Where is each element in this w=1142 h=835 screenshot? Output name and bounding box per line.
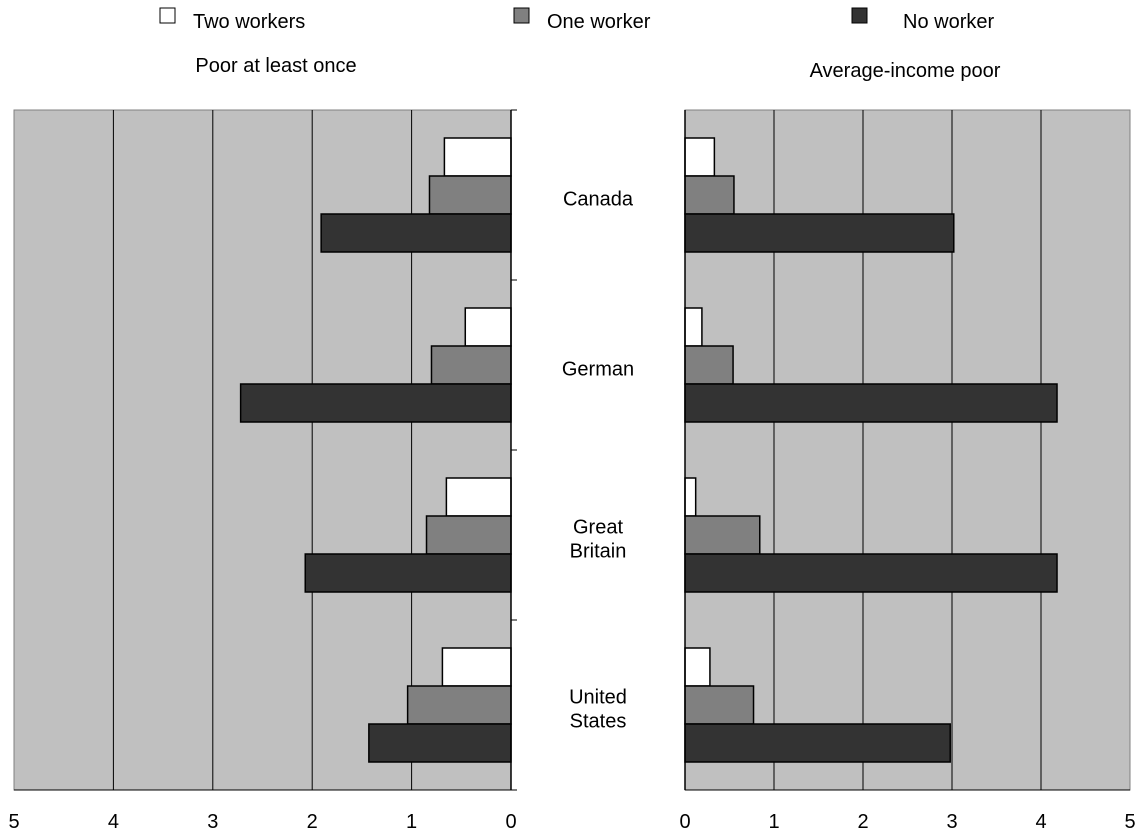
right-bar-united-states-two-workers (684, 647, 711, 687)
left-x-tick-3: 3 (207, 811, 218, 833)
left-bar-united-states-two-workers (441, 647, 512, 687)
right-x-tick-0: 0 (679, 811, 690, 833)
right-bar-german-two-workers (684, 307, 703, 347)
legend-item-no-worker: No worker (851, 7, 994, 33)
right-bar-canada-one-worker (684, 175, 735, 215)
category-label-german-line-0: German (562, 358, 634, 380)
left-bar-great-britain-two-workers (445, 477, 512, 517)
legend-item-two-workers: Two workers (159, 7, 305, 33)
right-bar-canada-two-workers (684, 137, 716, 177)
legend-swatch-two-workers (159, 7, 176, 24)
left-x-tick-4: 4 (108, 811, 119, 833)
right-bar-german-one-worker (684, 345, 734, 385)
legend-item-one-worker: One worker (513, 7, 651, 33)
left-category-ticks (511, 109, 517, 791)
left-bar-united-states-one-worker (406, 685, 512, 725)
right-bar-great-britain-one-worker (684, 515, 761, 555)
legend-label-one-worker: One worker (547, 11, 651, 33)
legend-label-two-workers: Two workers (193, 11, 305, 33)
right-bars (684, 137, 1058, 763)
right-bar-united-states-one-worker (684, 685, 755, 725)
right-bar-canada-no-worker (684, 213, 955, 253)
category-label-united-states-line-1: States (570, 710, 627, 732)
left-bar-great-britain-one-worker (425, 515, 512, 555)
category-label-canada-line-0: Canada (563, 188, 634, 210)
category-label-great-britain-line-0: Great (573, 516, 623, 538)
legend-swatch-no-worker (851, 7, 868, 24)
right-bar-german-no-worker (684, 383, 1058, 423)
category-label-great-britain-line-1: Britain (570, 540, 627, 562)
right-x-tick-3: 3 (946, 811, 957, 833)
left-bar-great-britain-no-worker (304, 553, 512, 593)
right-panel-title: Average-income poor (810, 60, 1001, 82)
left-panel-title: Poor at least once (195, 55, 356, 77)
category-label-united-states-line-0: United (569, 686, 627, 708)
legend: Two workers One worker No worker (159, 7, 994, 33)
left-x-tick-labels: 5 4 3 2 1 0 (8, 811, 516, 833)
left-bar-german-one-worker (430, 345, 512, 385)
left-x-tick-5: 5 (8, 811, 19, 833)
left-bar-german-no-worker (239, 383, 512, 423)
left-bar-united-states-no-worker (368, 723, 512, 763)
left-x-tick-0: 0 (505, 811, 516, 833)
right-plot: 0 1 2 3 4 5 (679, 109, 1136, 833)
right-x-tick-labels: 0 1 2 3 4 5 (679, 811, 1135, 833)
left-bar-canada-two-workers (443, 137, 512, 177)
left-bar-canada-no-worker (320, 213, 512, 253)
left-x-tick-1: 1 (406, 811, 417, 833)
legend-label-no-worker: No worker (903, 11, 994, 33)
right-bar-great-britain-two-workers (684, 477, 697, 517)
legend-swatch-one-worker (513, 7, 530, 24)
right-x-tick-2: 2 (857, 811, 868, 833)
right-x-tick-1: 1 (768, 811, 779, 833)
left-plot: 5 4 3 2 1 0 (8, 109, 517, 833)
left-bar-canada-one-worker (428, 175, 512, 215)
right-bar-united-states-no-worker (684, 723, 951, 763)
left-bars (239, 137, 512, 763)
right-x-tick-5: 5 (1124, 811, 1135, 833)
left-x-tick-2: 2 (307, 811, 318, 833)
right-x-tick-4: 4 (1035, 811, 1046, 833)
right-bar-great-britain-no-worker (684, 553, 1058, 593)
left-bar-german-two-workers (464, 307, 512, 347)
